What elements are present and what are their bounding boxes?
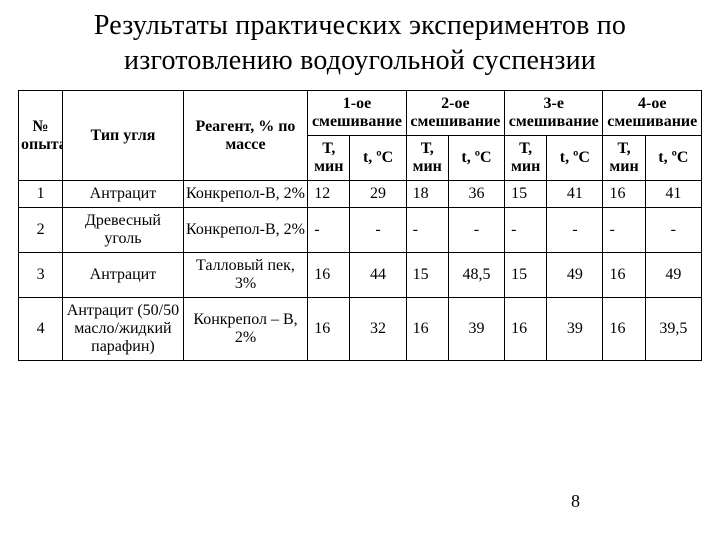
cell-m1T: 16 <box>308 253 350 298</box>
table-header: № опыта Тип угля Реагент, % по массе 1-о… <box>19 91 702 181</box>
cell-reagent: Конкрепол – В, 2% <box>183 298 308 361</box>
cell-m2t: 48,5 <box>448 253 504 298</box>
cell-m4t: 41 <box>645 181 701 208</box>
cell-m1t: 32 <box>350 298 406 361</box>
col-header-mix1-t: t, ºС <box>350 136 406 181</box>
cell-coal: Антрацит <box>63 181 184 208</box>
cell-coal: Антрацит (50/50 масло/жидкий парафин) <box>63 298 184 361</box>
cell-m3T: 15 <box>505 181 547 208</box>
cell-m3t: - <box>547 208 603 253</box>
cell-m4T: 16 <box>603 298 645 361</box>
cell-m4T: 16 <box>603 253 645 298</box>
col-header-mix3: 3-е смешивание <box>505 91 603 136</box>
cell-m2t: 39 <box>448 298 504 361</box>
col-header-mix4: 4-ое смешивание <box>603 91 702 136</box>
page: Результаты практических экспериментов по… <box>0 0 720 540</box>
cell-num: 1 <box>19 181 63 208</box>
cell-coal: Антрацит <box>63 253 184 298</box>
cell-m1t: 29 <box>350 181 406 208</box>
cell-reagent: Конкрепол-В, 2% <box>183 181 308 208</box>
col-header-mix3-T: Т, мин <box>505 136 547 181</box>
cell-reagent: Талловый пек, 3% <box>183 253 308 298</box>
cell-coal: Древесный уголь <box>63 208 184 253</box>
table-row: 1 Антрацит Конкрепол-В, 2% 12 29 18 36 1… <box>19 181 702 208</box>
table-row: 2 Древесный уголь Конкрепол-В, 2% - - - … <box>19 208 702 253</box>
table-body: 1 Антрацит Конкрепол-В, 2% 12 29 18 36 1… <box>19 181 702 361</box>
cell-m2T: 18 <box>406 181 448 208</box>
col-header-mix4-t: t, ºС <box>645 136 701 181</box>
col-header-mix3-t: t, ºС <box>547 136 603 181</box>
cell-m4t: 49 <box>645 253 701 298</box>
page-title: Результаты практических экспериментов по… <box>18 8 702 78</box>
table-row: 3 Антрацит Талловый пек, 3% 16 44 15 48,… <box>19 253 702 298</box>
cell-m3t: 39 <box>547 298 603 361</box>
cell-m2T: 15 <box>406 253 448 298</box>
table-row: 4 Антрацит (50/50 масло/жидкий парафин) … <box>19 298 702 361</box>
cell-num: 4 <box>19 298 63 361</box>
cell-m1T: 12 <box>308 181 350 208</box>
col-header-reagent: Реагент, % по массе <box>183 91 308 181</box>
col-header-mix1-T: Т, мин <box>308 136 350 181</box>
cell-num: 3 <box>19 253 63 298</box>
cell-m3T: 16 <box>505 298 547 361</box>
cell-m3t: 49 <box>547 253 603 298</box>
cell-m3t: 41 <box>547 181 603 208</box>
page-number: 8 <box>571 491 580 512</box>
cell-m1T: - <box>308 208 350 253</box>
cell-m2T: - <box>406 208 448 253</box>
col-header-number: № опыта <box>19 91 63 181</box>
cell-m1T: 16 <box>308 298 350 361</box>
results-table: № опыта Тип угля Реагент, % по массе 1-о… <box>18 90 702 361</box>
col-header-mix2: 2-ое смешивание <box>406 91 504 136</box>
cell-m4t: - <box>645 208 701 253</box>
col-header-mix2-T: Т, мин <box>406 136 448 181</box>
col-header-mix2-t: t, ºС <box>448 136 504 181</box>
cell-m2T: 16 <box>406 298 448 361</box>
col-header-coal-type: Тип угля <box>63 91 184 181</box>
cell-m4T: 16 <box>603 181 645 208</box>
cell-m4t: 39,5 <box>645 298 701 361</box>
cell-m2t: 36 <box>448 181 504 208</box>
cell-m2t: - <box>448 208 504 253</box>
cell-m1t: 44 <box>350 253 406 298</box>
cell-m3T: 15 <box>505 253 547 298</box>
cell-num: 2 <box>19 208 63 253</box>
col-header-mix4-T: Т, мин <box>603 136 645 181</box>
cell-reagent: Конкрепол-В, 2% <box>183 208 308 253</box>
cell-m4T: - <box>603 208 645 253</box>
col-header-mix1: 1-ое смешивание <box>308 91 406 136</box>
cell-m1t: - <box>350 208 406 253</box>
cell-m3T: - <box>505 208 547 253</box>
